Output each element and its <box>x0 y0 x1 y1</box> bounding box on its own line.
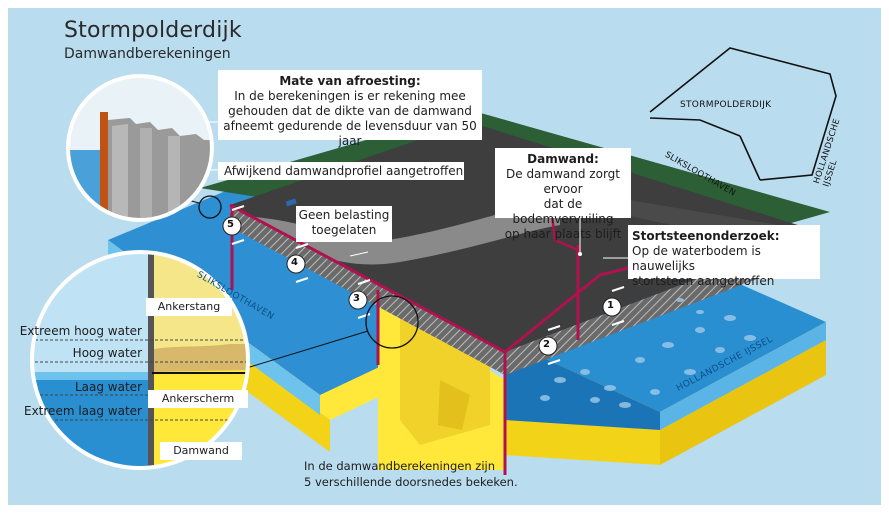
riprap-stones <box>540 298 756 408</box>
callout-damwand-line2: dat de bodemvervuiling <box>512 197 614 226</box>
section-marker-2 <box>538 325 561 365</box>
level-laag-water: Laag water <box>74 380 142 394</box>
detail-marker-bottom <box>365 295 419 349</box>
section-number-2: 2 <box>543 339 550 350</box>
section-marker-3 <box>348 279 371 319</box>
label-ankerstang: Ankerstang <box>146 298 232 316</box>
callout-afroesting: Mate van afroesting: In de berekeningen … <box>218 70 482 148</box>
callout-afwijkend: Afwijkend damwandprofiel aangetroffen <box>218 162 464 180</box>
page-title: Stormpolderdijk <box>64 18 242 43</box>
callout-damwand-title: Damwand: <box>527 152 599 166</box>
detail-marker-top <box>198 195 222 219</box>
section-number-4: 4 <box>291 257 298 268</box>
callout-geen-belasting-line1: Geen belasting <box>298 208 390 222</box>
callout-stortsteen-line1: Op de waterbodem is nauwelijks <box>632 244 761 273</box>
label-ankerscherm: Ankerscherm <box>148 390 248 408</box>
section-marker-5 <box>222 205 245 245</box>
callout-geen-belasting: Geen belasting toegelaten <box>296 206 392 242</box>
callout-afroesting-title: Mate van afroesting: <box>279 74 421 88</box>
level-extreem-hoog-water: Extreem hoog water <box>19 324 142 338</box>
callout-damwand-line3: op haar plaats blijft <box>504 227 622 241</box>
footer-line2: 5 verschillende doorsnedes bekeken. <box>304 475 518 489</box>
level-hoog-water: Hoog water <box>72 346 142 360</box>
callout-afwijkend-text: Afwijkend damwandprofiel aangetroffen <box>224 164 464 178</box>
car-icon <box>285 198 297 207</box>
map-label-stormpolderdijk: STORMPOLDERDIJK <box>680 100 772 110</box>
callout-stortsteen-line2: stortsteen aangetroffen <box>632 274 775 288</box>
callout-damwand: Damwand: De damwand zorgt ervoor dat de … <box>495 148 631 241</box>
section-number-3: 3 <box>353 293 360 304</box>
section-marker-1 <box>602 286 625 326</box>
section-marker-4 <box>286 243 309 283</box>
callout-damwand-line1: De damwand zorgt ervoor <box>506 167 620 196</box>
callout-stortsteen: Stortsteenonderzoek: Op de waterbodem is… <box>628 225 820 288</box>
callout-geen-belasting-line2: toegelaten <box>311 223 377 237</box>
section-number-5: 5 <box>227 219 234 230</box>
label-damwand: Damwand <box>160 442 242 460</box>
callout-stortsteen-title: Stortsteenonderzoek: <box>632 229 780 243</box>
sand-cut <box>378 300 505 470</box>
footer-line1: In de damwandberekeningen zijn <box>304 459 496 473</box>
callout-afroesting-text: In de berekeningen is er rekening mee ge… <box>223 89 477 148</box>
location-map <box>649 47 837 181</box>
footer-note: In de damwandberekeningen zijn 5 verschi… <box>304 458 544 490</box>
section-number-1: 1 <box>607 300 614 311</box>
level-extreem-laag-water: Extreem laag water <box>24 404 142 418</box>
page-subtitle: Damwandberekeningen <box>64 46 231 62</box>
